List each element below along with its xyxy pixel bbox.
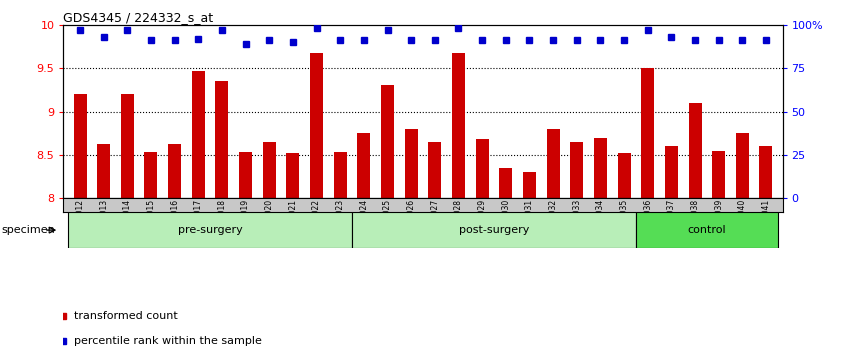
Text: pre-surgery: pre-surgery <box>178 225 243 235</box>
Bar <box>452 53 465 198</box>
Text: GSM842032: GSM842032 <box>548 199 558 245</box>
Text: GSM842028: GSM842028 <box>454 199 463 245</box>
Text: GSM842027: GSM842027 <box>431 199 439 245</box>
Text: GSM842023: GSM842023 <box>336 199 344 245</box>
Bar <box>121 94 134 198</box>
Bar <box>523 172 536 198</box>
Bar <box>404 129 418 198</box>
Bar <box>352 212 636 248</box>
Text: GSM842034: GSM842034 <box>596 199 605 245</box>
Text: GDS4345 / 224332_s_at: GDS4345 / 224332_s_at <box>63 11 213 24</box>
Text: GSM842029: GSM842029 <box>478 199 486 245</box>
Bar <box>97 144 110 198</box>
Bar <box>239 152 252 198</box>
Bar <box>736 133 749 198</box>
Bar <box>689 103 701 198</box>
Text: GSM842015: GSM842015 <box>146 199 156 245</box>
Bar <box>381 85 394 198</box>
Text: percentile rank within the sample: percentile rank within the sample <box>74 336 262 346</box>
Bar <box>547 129 559 198</box>
Text: GSM842037: GSM842037 <box>667 199 676 245</box>
Text: transformed count: transformed count <box>74 311 178 321</box>
Bar <box>665 146 678 198</box>
Text: GSM842030: GSM842030 <box>502 199 510 245</box>
Text: post-surgery: post-surgery <box>459 225 529 235</box>
Bar <box>310 53 323 198</box>
Bar <box>145 152 157 198</box>
Bar <box>636 212 777 248</box>
Bar <box>499 168 513 198</box>
Bar <box>570 142 583 198</box>
Text: GSM842012: GSM842012 <box>75 199 85 245</box>
Bar <box>594 138 607 198</box>
Bar <box>357 133 371 198</box>
Text: specimen: specimen <box>2 225 56 235</box>
Text: GSM842026: GSM842026 <box>407 199 415 245</box>
Text: GSM842018: GSM842018 <box>217 199 227 245</box>
Bar <box>333 152 347 198</box>
Text: GSM842021: GSM842021 <box>288 199 298 245</box>
Text: GSM842031: GSM842031 <box>525 199 534 245</box>
Bar <box>287 153 299 198</box>
Bar <box>74 94 86 198</box>
Bar <box>263 142 276 198</box>
Bar <box>712 150 725 198</box>
Text: GSM842024: GSM842024 <box>360 199 368 245</box>
Text: GSM842036: GSM842036 <box>643 199 652 245</box>
Text: GSM842040: GSM842040 <box>738 199 747 245</box>
Text: GSM842013: GSM842013 <box>99 199 108 245</box>
Text: GSM842038: GSM842038 <box>690 199 700 245</box>
Bar <box>428 142 442 198</box>
Text: GSM842041: GSM842041 <box>761 199 771 245</box>
Bar <box>192 71 205 198</box>
Text: GSM842017: GSM842017 <box>194 199 203 245</box>
Text: GSM842016: GSM842016 <box>170 199 179 245</box>
Text: GSM842022: GSM842022 <box>312 199 321 245</box>
Text: GSM842019: GSM842019 <box>241 199 250 245</box>
Bar <box>475 139 489 198</box>
Bar <box>168 144 181 198</box>
Text: control: control <box>688 225 726 235</box>
Text: GSM842039: GSM842039 <box>714 199 723 245</box>
Bar <box>216 81 228 198</box>
Bar <box>760 146 772 198</box>
Text: GSM842020: GSM842020 <box>265 199 274 245</box>
Text: GSM842035: GSM842035 <box>619 199 629 245</box>
Bar <box>641 68 654 198</box>
Bar <box>618 153 630 198</box>
Bar <box>69 212 352 248</box>
Text: GSM842025: GSM842025 <box>383 199 392 245</box>
Text: GSM842014: GSM842014 <box>123 199 132 245</box>
Text: GSM842033: GSM842033 <box>572 199 581 245</box>
